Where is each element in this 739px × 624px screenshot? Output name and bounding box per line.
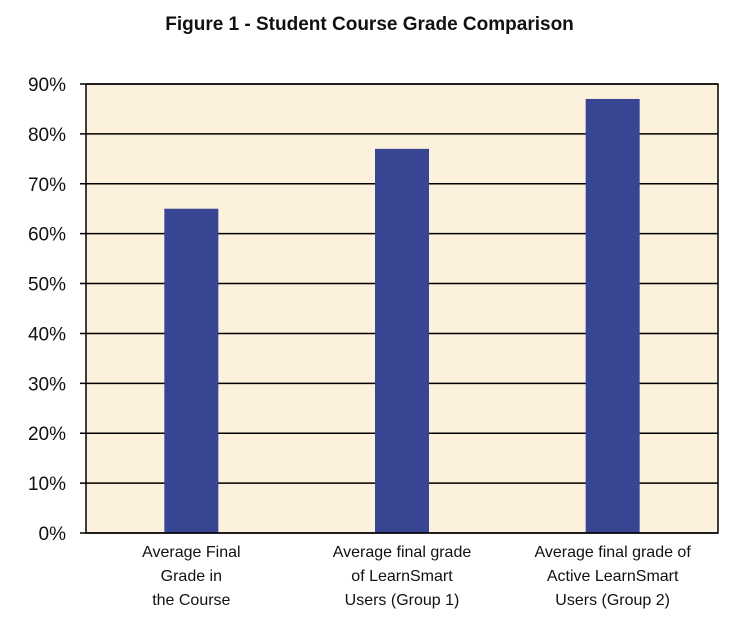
y-tick-label: 40% xyxy=(28,324,66,345)
y-tick-label: 10% xyxy=(28,474,66,495)
chart-title: Figure 1 - Student Course Grade Comparis… xyxy=(165,14,574,35)
y-tick-label: 90% xyxy=(28,75,66,96)
y-tick-label: 80% xyxy=(28,125,66,146)
x-tick-label: Average final grade of Active LearnSmart U… xyxy=(534,544,691,609)
y-tick-label: 50% xyxy=(28,275,66,296)
bar xyxy=(164,208,219,533)
y-tick-label: 0% xyxy=(39,524,67,545)
x-tick-label: Average Final Grade in the Course xyxy=(142,544,241,609)
y-tick-label: 70% xyxy=(28,175,66,196)
y-tick-label: 30% xyxy=(28,374,66,395)
y-tick-label: 20% xyxy=(28,424,66,445)
bar xyxy=(375,148,429,533)
plot-frame xyxy=(85,83,719,534)
x-tick-label: Average final grade of LearnSmart Users (G… xyxy=(332,544,472,609)
bar xyxy=(585,98,640,533)
y-tick-label: 60% xyxy=(28,225,66,246)
